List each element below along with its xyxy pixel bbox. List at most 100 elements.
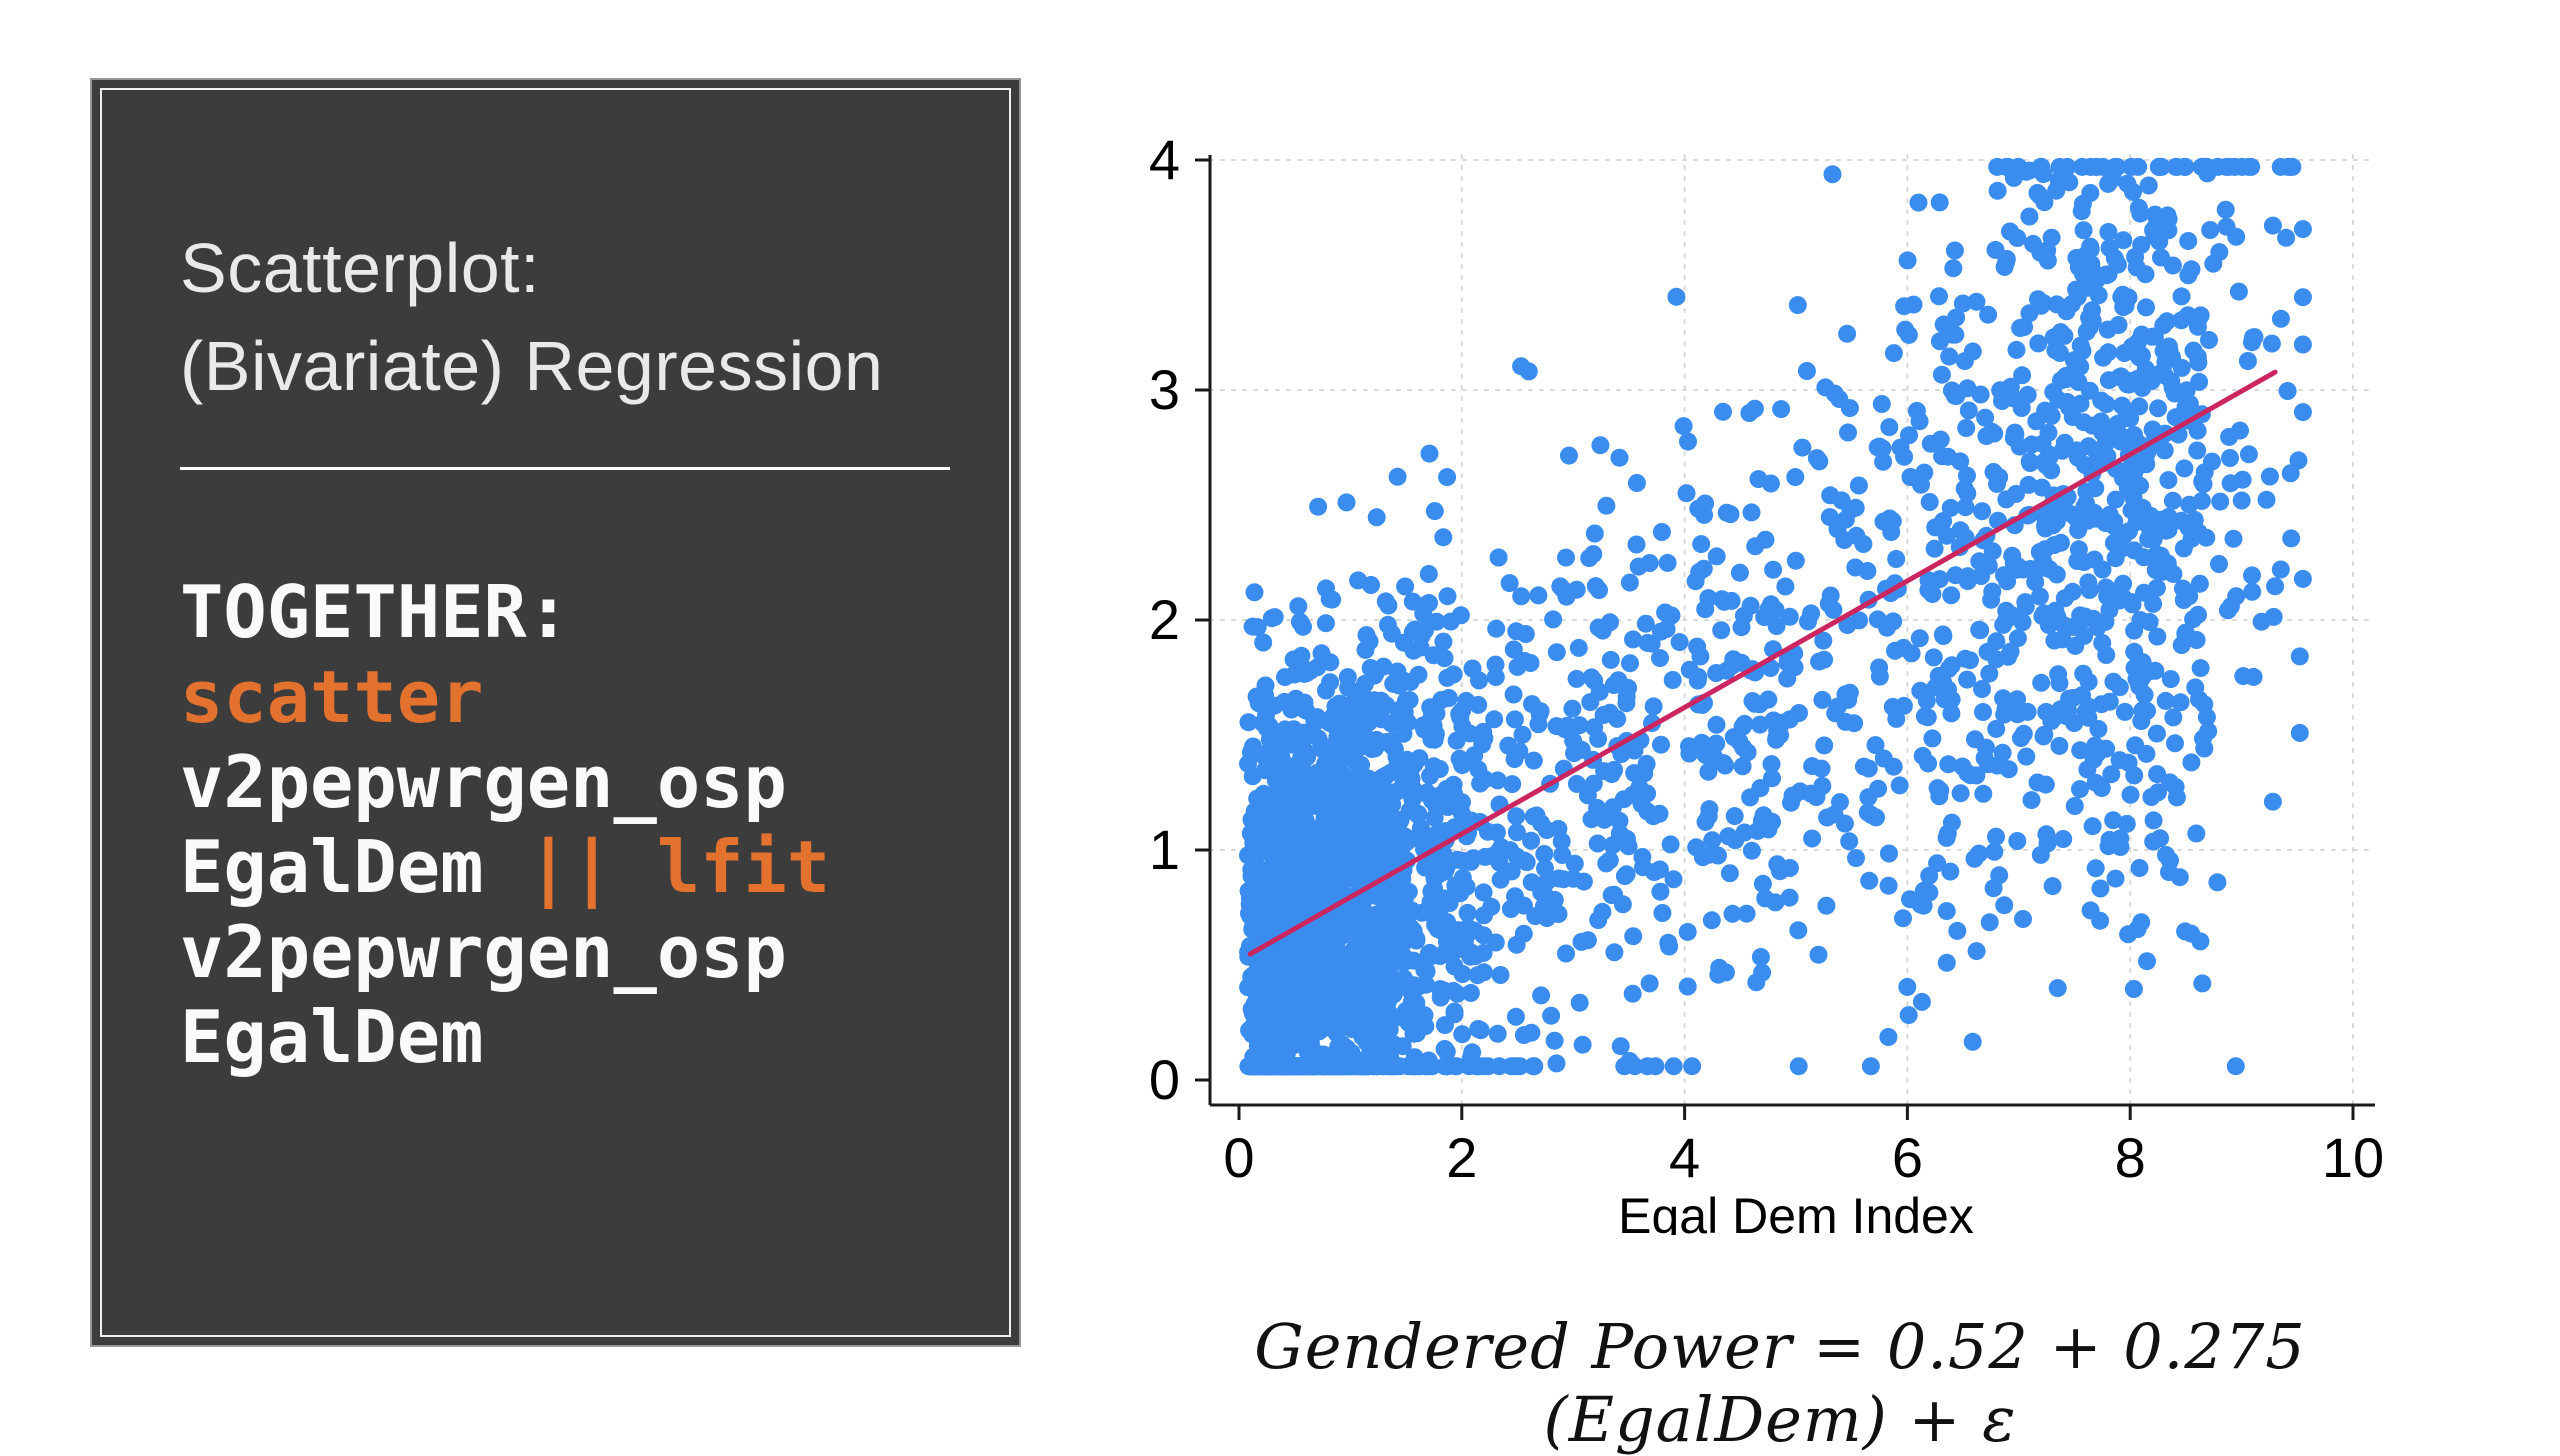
scatter-point bbox=[1458, 903, 1477, 922]
scatter-point bbox=[2125, 461, 2144, 480]
scatter-point bbox=[2148, 765, 2167, 784]
scatter-point bbox=[2149, 399, 2168, 418]
scatter-point bbox=[1263, 847, 1282, 865]
scatter-point bbox=[1521, 654, 1540, 672]
scatter-point bbox=[2144, 594, 2163, 613]
scatter-point bbox=[1883, 512, 1902, 531]
scatter-point bbox=[1623, 984, 1642, 1003]
scatter-point bbox=[2229, 282, 2248, 301]
scatter-point bbox=[1942, 586, 1961, 605]
scatter-point bbox=[2128, 664, 2147, 683]
scatter-point bbox=[2204, 254, 2223, 273]
scatter-point bbox=[1786, 551, 1805, 570]
scatter-point bbox=[2171, 693, 2190, 712]
scatter-point bbox=[2289, 451, 2308, 470]
scatter-point bbox=[1663, 671, 1682, 689]
scatter-point bbox=[1547, 1054, 1566, 1073]
scatter-point bbox=[1677, 484, 1696, 503]
scatter-point bbox=[2077, 322, 2096, 341]
x-tick-label: 10 bbox=[2322, 1126, 2384, 1189]
scatter-point bbox=[1678, 922, 1697, 941]
scatter-point bbox=[1380, 1057, 1399, 1076]
scatter-point bbox=[1818, 808, 1837, 827]
scatter-point bbox=[1294, 820, 1313, 839]
scatter-point bbox=[1872, 395, 1891, 413]
scatter-point bbox=[2069, 540, 2088, 559]
scatter-point bbox=[1532, 986, 1551, 1005]
scatter-point bbox=[2046, 601, 2065, 620]
scatter-point bbox=[2203, 452, 2221, 471]
scatter-point bbox=[2096, 514, 2115, 532]
scatter-point bbox=[1309, 497, 1328, 516]
scatter-point bbox=[1271, 960, 1290, 979]
scatter-point bbox=[1261, 751, 1280, 770]
scatter-point bbox=[1629, 557, 1648, 576]
scatter-point bbox=[1491, 966, 1510, 984]
scatter-point bbox=[2144, 832, 2163, 851]
panel-title-line-2: (Bivariate) Regression bbox=[180, 327, 884, 405]
scatter-point bbox=[1983, 542, 2002, 561]
scatter-point bbox=[1707, 715, 1726, 734]
scatter-point bbox=[2083, 261, 2102, 280]
scatter-point bbox=[1976, 408, 1995, 427]
scatter-point bbox=[1396, 577, 1415, 596]
scatter-point bbox=[1503, 775, 1522, 794]
scatter-point bbox=[1963, 1032, 1982, 1051]
scatter-point bbox=[1753, 874, 1772, 893]
panel-title: Scatterplot: (Bivariate) Regression bbox=[180, 219, 981, 415]
scatter-point bbox=[2282, 529, 2301, 548]
scatter-point bbox=[1604, 676, 1623, 694]
scatter-point bbox=[1547, 643, 1566, 662]
scatter-point bbox=[1762, 755, 1781, 774]
scatter-point bbox=[1379, 596, 1398, 615]
scatter-point bbox=[1930, 332, 1949, 351]
scatter-point bbox=[2121, 409, 2140, 428]
scatter-point bbox=[1574, 872, 1593, 891]
scatter-point bbox=[1438, 587, 1457, 606]
scatter-point bbox=[2193, 974, 2212, 993]
scatter-point bbox=[2167, 788, 2186, 807]
scatter-point bbox=[1764, 711, 1783, 730]
scatter-point bbox=[1256, 676, 1275, 695]
scatter-point bbox=[1281, 1000, 1300, 1019]
scatter-point bbox=[1413, 622, 1432, 641]
scatter-point bbox=[1624, 630, 1642, 649]
scatter-point bbox=[1257, 827, 1276, 846]
scatter-point bbox=[1809, 945, 1828, 964]
scatter-point bbox=[1835, 814, 1854, 833]
scatter-point bbox=[1859, 759, 1878, 778]
scatter-point bbox=[1295, 1057, 1314, 1076]
scatter-point bbox=[1946, 325, 1965, 344]
scatter-point bbox=[1942, 381, 1961, 400]
scatter-point bbox=[2263, 792, 2282, 811]
scatter-point bbox=[1742, 841, 1761, 860]
scatter-point bbox=[2128, 920, 2147, 939]
scatter-point bbox=[1873, 439, 1892, 458]
scatter-point bbox=[2159, 471, 2178, 490]
scatter-point bbox=[1937, 902, 1956, 921]
scatter-point bbox=[2138, 701, 2156, 720]
scatter-point bbox=[1445, 942, 1464, 961]
scatter-point bbox=[1957, 419, 1976, 437]
x-tick-label: 6 bbox=[1892, 1126, 1923, 1189]
scatter-point bbox=[2056, 366, 2075, 385]
scatter-point bbox=[1430, 786, 1449, 805]
scatter-point bbox=[1719, 827, 1738, 846]
scatter-point bbox=[2057, 302, 2076, 321]
scatter-point bbox=[2013, 613, 2032, 632]
scatter-point bbox=[1651, 649, 1669, 668]
scatter-point bbox=[1712, 621, 1731, 640]
scatter-point bbox=[1627, 474, 1646, 492]
scatter-point bbox=[2148, 627, 2167, 646]
scatter-point bbox=[1956, 498, 1975, 517]
scatter-point bbox=[2008, 629, 2027, 648]
scatter-point bbox=[1380, 1020, 1399, 1039]
scatter-point bbox=[2042, 228, 2061, 247]
scatter-point bbox=[1638, 802, 1657, 821]
scatter-point bbox=[2058, 393, 2077, 411]
scatter-point bbox=[2074, 221, 2093, 240]
scatter-point bbox=[1652, 523, 1671, 541]
scatter-point bbox=[1653, 904, 1672, 922]
scatter-point bbox=[1725, 807, 1744, 826]
scatter-point bbox=[1974, 703, 1992, 721]
